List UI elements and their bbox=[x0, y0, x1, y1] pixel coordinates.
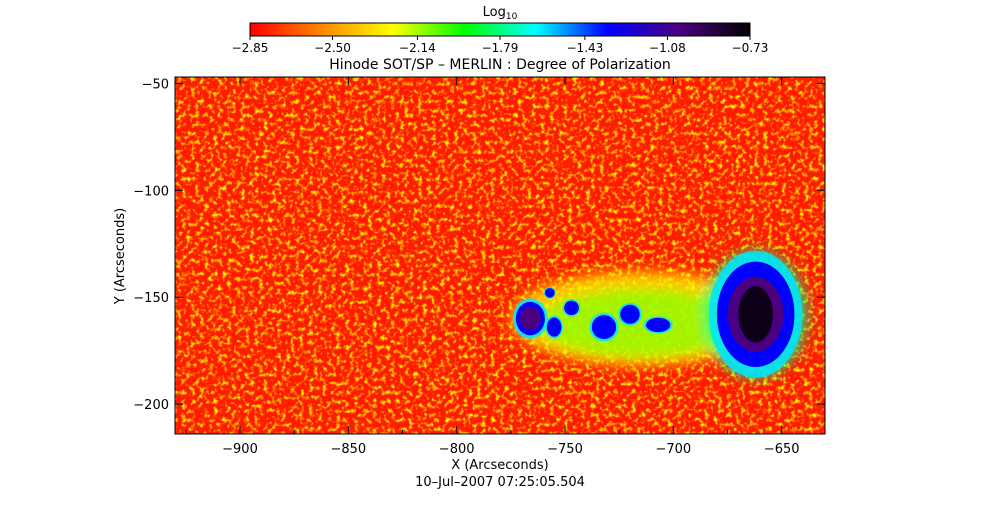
colorbar-tick-label: −1.08 bbox=[649, 41, 686, 55]
colorbar-label: Log10 bbox=[483, 5, 518, 22]
x-tick-label: −700 bbox=[655, 442, 691, 457]
y-axis-label: Y (Arcseconds) bbox=[113, 208, 128, 305]
x-tick-label: −750 bbox=[547, 442, 583, 457]
y-tick-label: −100 bbox=[133, 184, 169, 199]
feature-core bbox=[623, 307, 637, 322]
y-tick-label: −150 bbox=[133, 291, 169, 306]
heatmap-noise bbox=[175, 77, 825, 434]
feature-core bbox=[519, 306, 541, 331]
colorbar-tick-label: −2.50 bbox=[314, 41, 351, 55]
chart-title: Hinode SOT/SP – MERLIN : Degree of Polar… bbox=[329, 57, 671, 73]
x-tick-label: −900 bbox=[222, 442, 258, 457]
colorbar-ticks: −2.85 −2.50 −2.14 −1.79 −1.43 −1.08 −0.73 bbox=[232, 36, 769, 55]
x-tick-label: −650 bbox=[764, 442, 800, 457]
colorbar bbox=[249, 22, 751, 37]
feature-core bbox=[548, 320, 560, 334]
feature-core bbox=[566, 302, 577, 314]
heatmap-image bbox=[175, 77, 825, 434]
active-region-features bbox=[512, 250, 803, 378]
x-axis-label: X (Arcseconds) bbox=[451, 458, 548, 473]
x-tick-label: −800 bbox=[439, 442, 475, 457]
colorbar-tick-label: −1.79 bbox=[482, 41, 519, 55]
plot-frame bbox=[174, 76, 826, 435]
axis-ticks: −900 −850 −800 −750 −700 −650 −50 −100 −150 −200 bbox=[133, 77, 825, 457]
feature-core bbox=[595, 318, 613, 336]
feature-core bbox=[649, 319, 667, 331]
colorbar-tick-label: −1.43 bbox=[567, 41, 604, 55]
colorbar-tick-label: −2.14 bbox=[399, 41, 436, 55]
colorbar-tick-label: −2.85 bbox=[232, 41, 269, 55]
y-tick-label: −50 bbox=[142, 77, 169, 92]
feature-core bbox=[546, 289, 554, 297]
y-tick-label: −200 bbox=[133, 398, 169, 413]
halo-region bbox=[536, 288, 745, 358]
date-label: 10–Jul–2007 07:25:05.504 bbox=[415, 475, 585, 490]
colorbar-tick-label: −0.73 bbox=[732, 41, 769, 55]
x-tick-label: −850 bbox=[330, 442, 366, 457]
feature-umbra bbox=[738, 286, 774, 343]
